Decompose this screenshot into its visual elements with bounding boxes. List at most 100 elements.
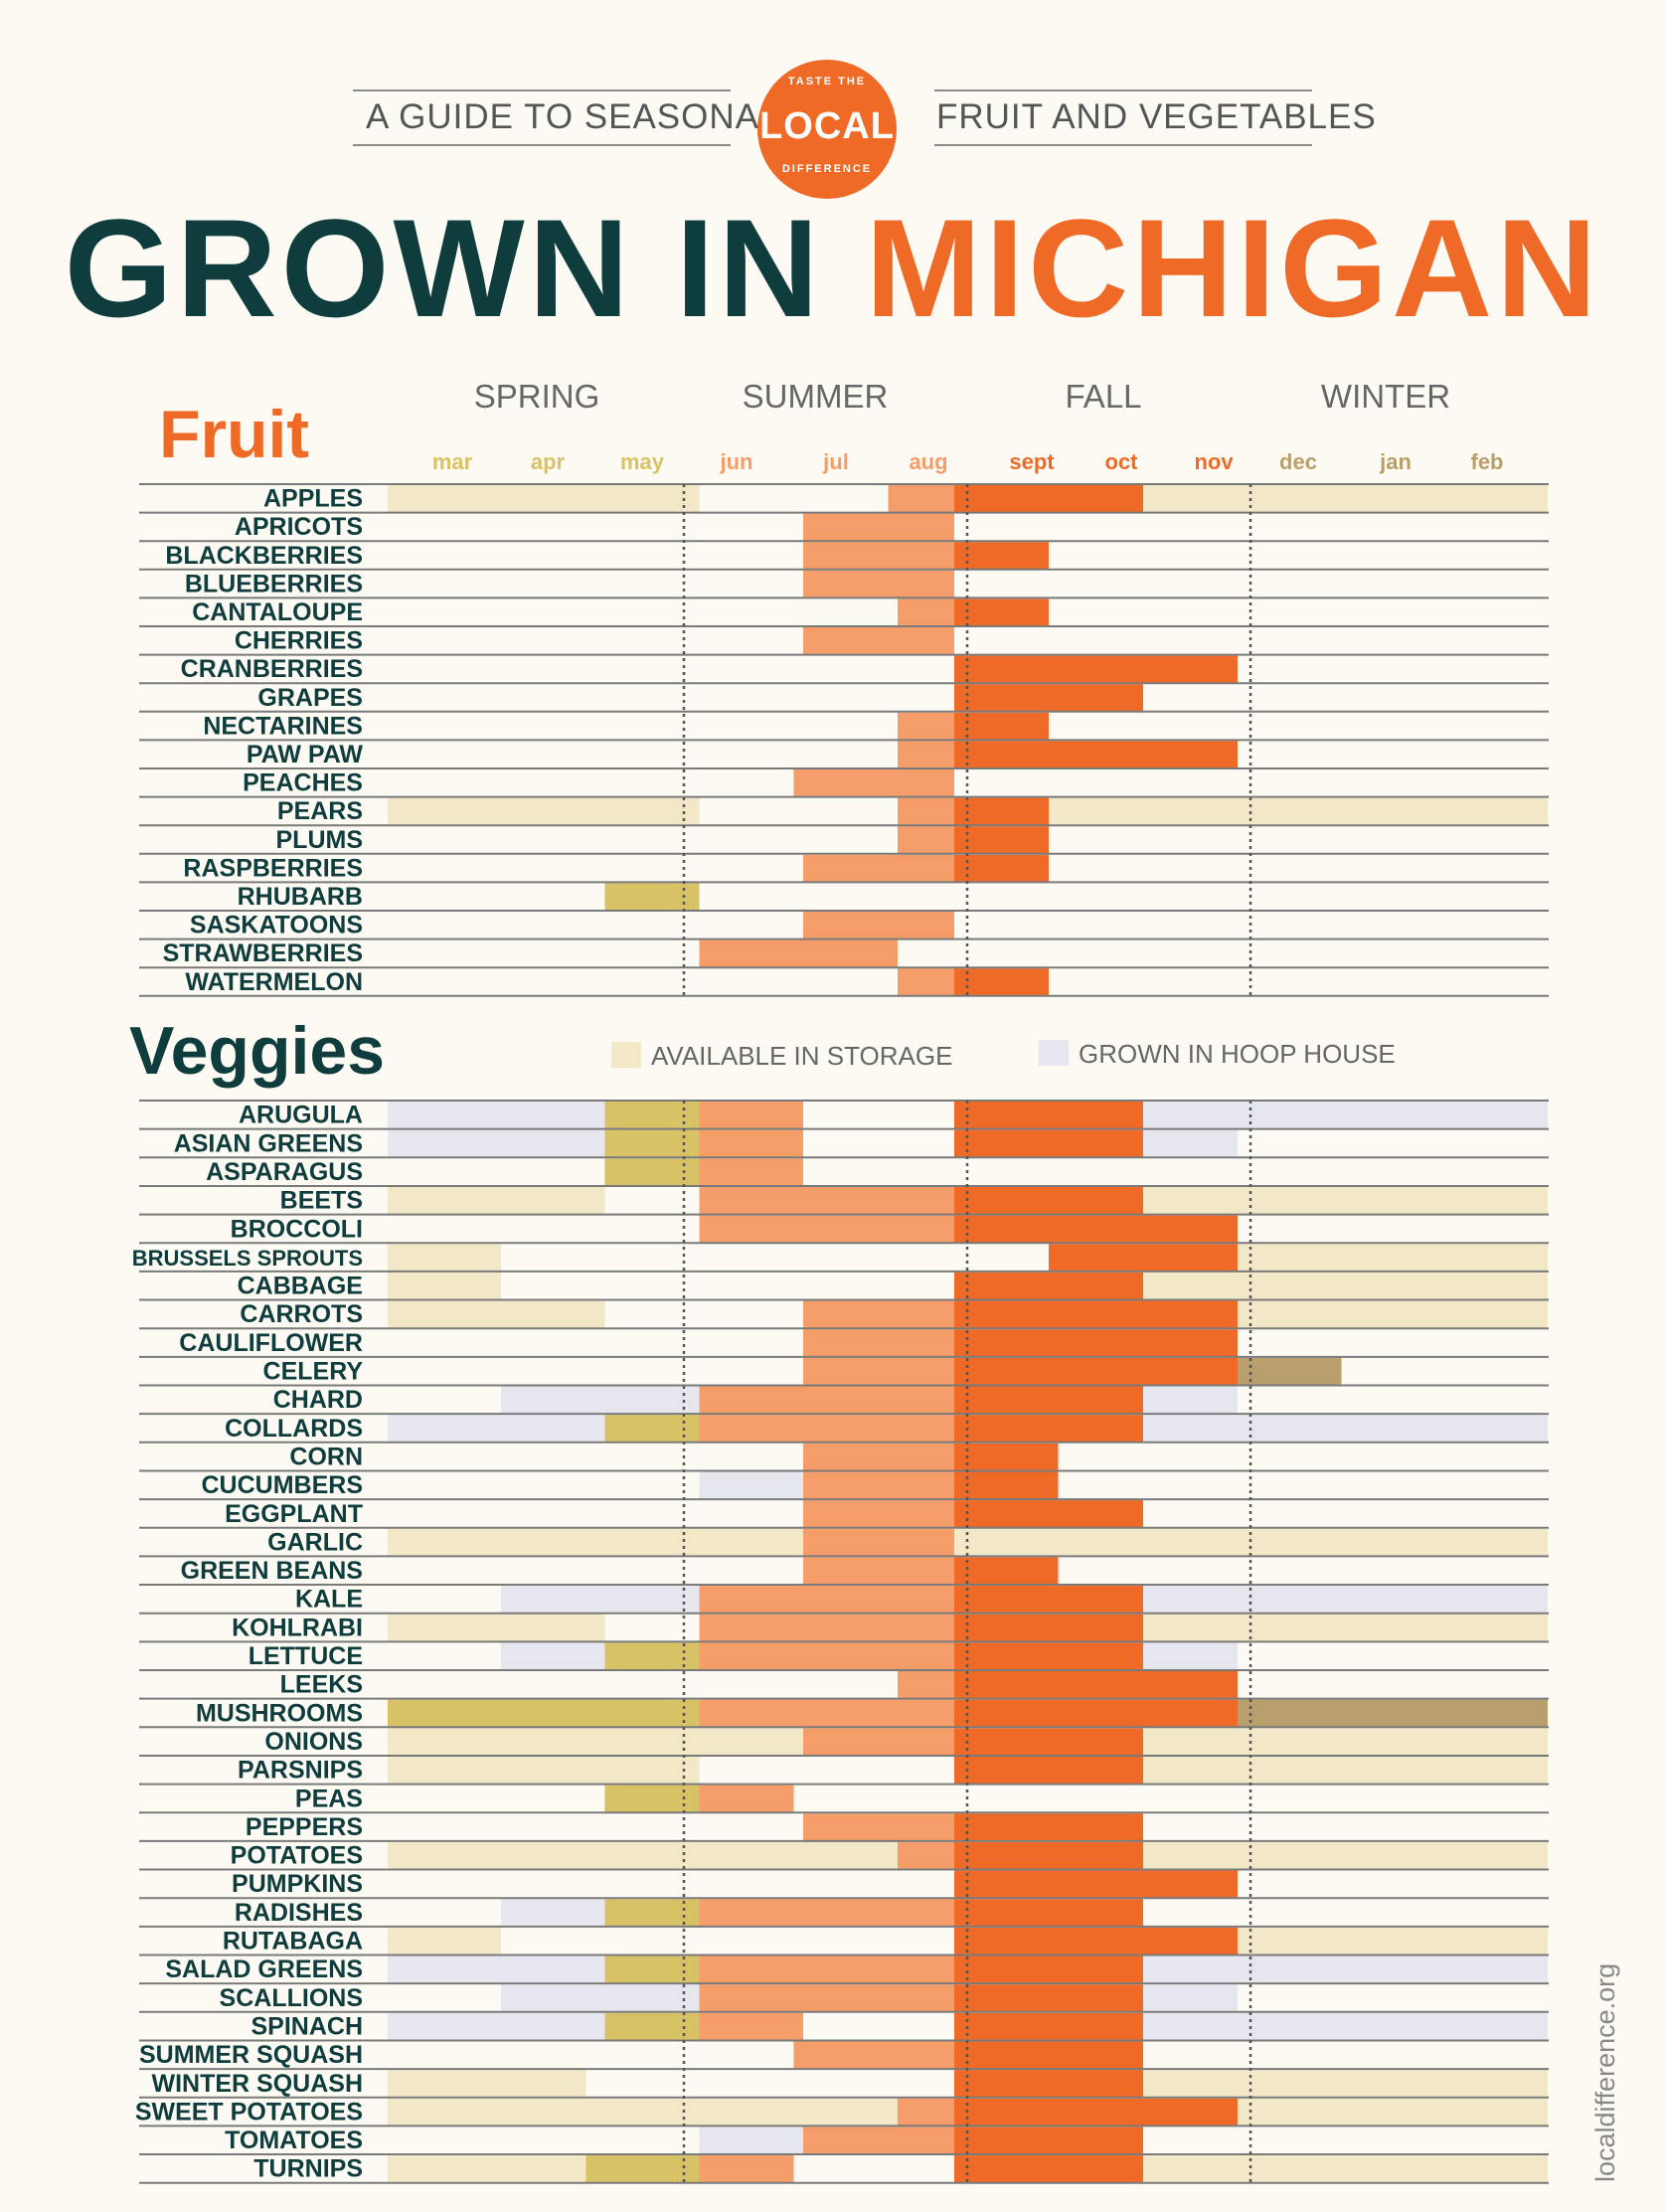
row-label-lettuce: LETTUCE (249, 1642, 363, 1670)
bar-kohlrabi-4 (1238, 1614, 1548, 1642)
bar-beets-0 (388, 1186, 605, 1215)
bar-salad-greens-4 (1143, 1956, 1238, 1984)
row-label-mushrooms: MUSHROOMS (196, 1699, 363, 1727)
bar-leeks-1 (954, 1671, 1238, 1699)
bar-green-beans-0 (803, 1557, 954, 1586)
row-label-salad-greens: SALAD GREENS (165, 1956, 363, 1983)
bar-potatoes-0 (388, 1841, 700, 1870)
row-label-pears: PEARS (277, 797, 363, 825)
bar-tomatoes-0 (699, 2127, 803, 2155)
bar-scallions-2 (954, 1984, 1143, 2012)
bar-beets-1 (699, 1186, 954, 1215)
bar-apricots-0 (803, 513, 954, 542)
row-label-scallions: SCALLIONS (220, 1984, 363, 2012)
bar-carrots-2 (954, 1300, 1238, 1329)
bar-sweet-potatoes-1 (699, 2098, 898, 2127)
bar-cabbage-3 (1238, 1272, 1548, 1300)
row-label-blackberries: BLACKBERRIES (165, 542, 363, 570)
bar-onions-5 (1238, 1728, 1548, 1756)
row-label-chard: CHARD (273, 1386, 363, 1414)
month-jul: jul (823, 449, 849, 474)
bar-sweet-potatoes-4 (1238, 2098, 1548, 2127)
bar-kale-1 (699, 1586, 954, 1614)
bar-asparagus-1 (699, 1158, 803, 1186)
footer-url: localdifference.org (1590, 1962, 1620, 2182)
bar-arugula-5 (1238, 1102, 1548, 1129)
row-label-kale: KALE (295, 1586, 363, 1614)
bar-beets-3 (1143, 1186, 1238, 1215)
bar-spinach-0 (388, 2012, 605, 2041)
bar-apples-2 (954, 485, 1143, 513)
bar-arugula-4 (1143, 1102, 1238, 1129)
bar-scallions-0 (501, 1984, 700, 2012)
row-label-asian-greens: ASIAN GREENS (174, 1129, 363, 1157)
bar-grapes-0 (954, 684, 1143, 712)
bar-spinach-2 (699, 2012, 803, 2041)
bar-lettuce-4 (1143, 1642, 1238, 1670)
bar-peaches-0 (793, 769, 954, 797)
bar-radishes-3 (954, 1899, 1143, 1927)
bar-pears-2 (954, 797, 1049, 826)
bar-cabbage-2 (1143, 1272, 1238, 1300)
bar-asian-greens-4 (1143, 1129, 1238, 1158)
row-label-kohlrabi: KOHLRABI (232, 1614, 363, 1641)
row-label-cabbage: CABBAGE (238, 1273, 363, 1300)
bar-kale-2 (954, 1586, 1143, 1614)
row-label-strawberries: STRAWBERRIES (163, 939, 363, 967)
row-label-leeks: LEEKS (280, 1671, 363, 1699)
bar-salad-greens-5 (1238, 1956, 1548, 1984)
bar-chard-3 (1143, 1386, 1238, 1415)
bar-celery-0 (803, 1357, 954, 1386)
bar-radishes-2 (699, 1899, 954, 1927)
bar-cabbage-0 (388, 1272, 501, 1300)
season-winter: WINTER (1320, 378, 1451, 415)
title-part-1: GROWN IN (64, 190, 823, 346)
row-label-nectarines: NECTARINES (203, 712, 363, 740)
bar-winter-squash-3 (1238, 2070, 1548, 2098)
row-label-cherries: CHERRIES (235, 627, 363, 655)
row-label-asparagus: ASPARAGUS (206, 1158, 363, 1186)
legend-storage-label: AVAILABLE IN STORAGE (651, 1041, 953, 1071)
row-label-rhubarb: RHUBARB (238, 883, 363, 911)
bar-corn-1 (954, 1443, 1059, 1471)
bar-pumpkins-0 (954, 1870, 1238, 1899)
bar-chard-0 (501, 1386, 700, 1415)
bar-lettuce-2 (699, 1642, 954, 1670)
bar-eggplant-1 (954, 1500, 1143, 1528)
bar-winter-squash-1 (954, 2070, 1143, 2098)
bar-potatoes-1 (699, 1841, 898, 1870)
bar-broccoli-0 (699, 1215, 954, 1244)
bar-saskatoons-0 (803, 912, 954, 939)
bar-nectarines-0 (898, 712, 954, 741)
logo-word: LOCAL (759, 105, 895, 147)
row-label-peppers: PEPPERS (246, 1813, 363, 1841)
logo-top-text: TASTE THE (787, 76, 867, 87)
bar-celery-1 (954, 1357, 1238, 1386)
bar-potatoes-5 (1238, 1841, 1548, 1870)
row-label-blueberries: BLUEBERRIES (185, 570, 363, 597)
month-jun: jun (720, 449, 753, 474)
bar-apples-0 (388, 485, 700, 513)
bar-cranberries-0 (954, 655, 1238, 684)
bar-lettuce-3 (954, 1642, 1143, 1670)
bar-mushrooms-3 (1238, 1699, 1548, 1728)
bar-blackberries-1 (954, 542, 1049, 570)
row-label-corn: CORN (289, 1443, 363, 1470)
local-logo: TASTE THE LOCAL DIFFERENCE (757, 60, 897, 199)
bar-collards-4 (1143, 1415, 1238, 1443)
bar-eggplant-0 (803, 1500, 954, 1528)
bar-onions-0 (388, 1728, 700, 1756)
legend-hoop-label: GROWN IN HOOP HOUSE (1079, 1039, 1396, 1069)
header-rule-left-bottom (353, 144, 731, 146)
bar-tomatoes-1 (803, 2127, 954, 2155)
month-jan: jan (1380, 449, 1412, 474)
bar-carrots-3 (1238, 1300, 1548, 1329)
legend-storage-swatch (611, 1042, 641, 1068)
bar-parsnips-0 (388, 1756, 700, 1785)
bar-broccoli-1 (954, 1215, 1238, 1244)
bar-tomatoes-2 (954, 2127, 1143, 2155)
row-label-rutabaga: RUTABAGA (223, 1928, 363, 1956)
bar-collards-2 (699, 1415, 954, 1443)
bar-kale-3 (1143, 1586, 1238, 1614)
